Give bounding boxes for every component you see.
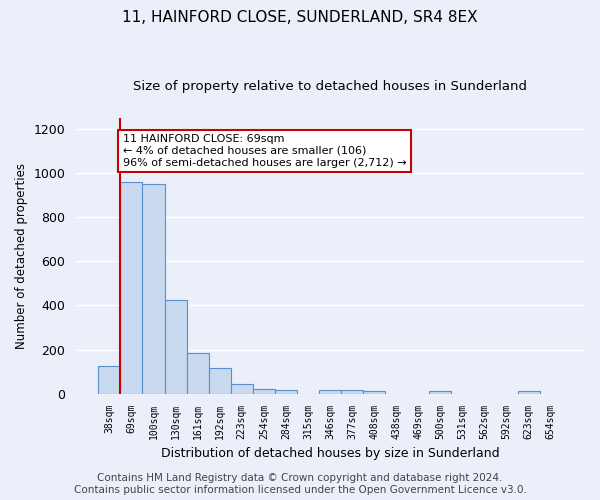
Bar <box>142 184 164 394</box>
Text: Contains HM Land Registry data © Crown copyright and database right 2024.
Contai: Contains HM Land Registry data © Crown c… <box>74 474 526 495</box>
Bar <box>253 390 275 394</box>
Bar <box>430 392 451 394</box>
Bar <box>164 300 187 394</box>
Y-axis label: Number of detached properties: Number of detached properties <box>15 162 28 348</box>
Bar <box>231 384 253 394</box>
Bar <box>275 390 297 394</box>
Text: 11 HAINFORD CLOSE: 69sqm
← 4% of detached houses are smaller (106)
96% of semi-d: 11 HAINFORD CLOSE: 69sqm ← 4% of detache… <box>122 134 406 168</box>
X-axis label: Distribution of detached houses by size in Sunderland: Distribution of detached houses by size … <box>161 447 499 460</box>
Bar <box>341 390 363 394</box>
Bar <box>363 392 385 394</box>
Bar <box>121 182 142 394</box>
Text: 11, HAINFORD CLOSE, SUNDERLAND, SR4 8EX: 11, HAINFORD CLOSE, SUNDERLAND, SR4 8EX <box>122 10 478 25</box>
Bar <box>187 353 209 394</box>
Title: Size of property relative to detached houses in Sunderland: Size of property relative to detached ho… <box>133 80 527 93</box>
Bar <box>319 390 341 394</box>
Bar <box>98 366 121 394</box>
Bar <box>209 368 231 394</box>
Bar <box>518 392 540 394</box>
